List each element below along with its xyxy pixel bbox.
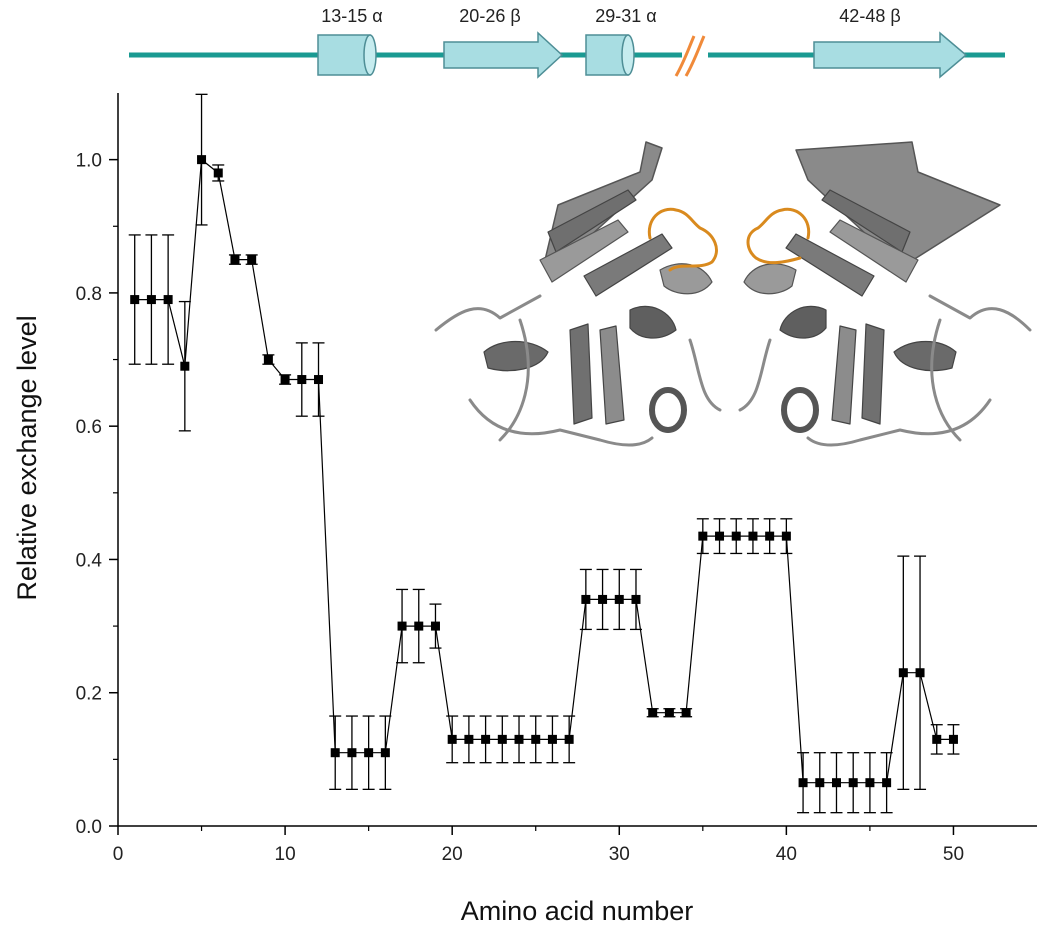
data-point: [882, 778, 892, 788]
x-tick-label: 20: [442, 844, 463, 865]
data-point: [815, 778, 825, 788]
data-point: [380, 748, 390, 758]
data-point: [330, 748, 340, 758]
data-point: [230, 255, 240, 265]
series-layer: [128, 93, 960, 814]
protein-structure-inset: [434, 141, 1032, 447]
data-point: [414, 621, 424, 631]
data-point: [748, 531, 758, 541]
x-tick-label: 50: [943, 844, 964, 865]
y-axis-title: Relative exchange level: [12, 315, 42, 600]
data-point: [664, 708, 674, 718]
data-point: [180, 361, 190, 371]
data-point: [948, 734, 958, 744]
strand-20-26: [443, 31, 564, 79]
data-point: [247, 255, 257, 265]
data-point: [481, 734, 491, 744]
data-point: [497, 734, 507, 744]
x-tick-label: 0: [113, 844, 124, 865]
helix-13-15: [317, 34, 377, 76]
break-mark: [674, 35, 708, 77]
data-point: [297, 375, 307, 385]
data-point: [865, 778, 875, 788]
y-axis-ticks: 0.0 0.2 0.4 0.6 0.8 1.0: [76, 151, 118, 838]
data-point: [765, 531, 775, 541]
x-tick-label: 10: [275, 844, 296, 865]
data-point: [447, 734, 457, 744]
data-point: [397, 621, 407, 631]
data-point: [831, 778, 841, 788]
data-point: [598, 594, 608, 604]
data-point: [163, 295, 173, 305]
data-point: [146, 295, 156, 305]
data-point: [731, 531, 741, 541]
data-point: [698, 531, 708, 541]
protein-monomer-left: [434, 141, 722, 447]
data-point: [781, 531, 791, 541]
ss-label-4: 42-48 β: [839, 6, 900, 26]
helix-29-31: [585, 34, 635, 76]
data-point: [213, 168, 223, 178]
y-tick-label: 0.0: [76, 817, 102, 838]
y-tick-label: 0.8: [76, 284, 102, 305]
data-point: [648, 708, 658, 718]
data-point: [631, 594, 641, 604]
ss-label-2: 20-26 β: [459, 6, 520, 26]
y-tick-label: 0.2: [76, 684, 102, 705]
data-point: [681, 708, 691, 718]
data-point: [547, 734, 557, 744]
x-tick-label: 40: [776, 844, 797, 865]
data-point: [280, 375, 290, 385]
ss-label-1: 13-15 α: [321, 6, 382, 26]
axes: 0 10 20 30 40 50 0.0 0.2 0.4 0.6 0.8 1.0: [76, 93, 1037, 865]
data-point: [130, 295, 140, 305]
data-point: [564, 734, 574, 744]
data-point: [464, 734, 474, 744]
data-point: [614, 594, 624, 604]
secondary-structure-track: 13-15 α 20-26 β 29-31 α 42-48 β: [129, 6, 1005, 79]
strand-42-48: [813, 31, 968, 79]
x-axis-title: Amino acid number: [461, 896, 694, 926]
x-tick-label: 30: [609, 844, 630, 865]
data-point: [364, 748, 374, 758]
data-point: [915, 668, 925, 678]
data-point: [263, 355, 273, 365]
y-tick-label: 1.0: [76, 151, 102, 172]
y-tick-label: 0.4: [76, 550, 103, 571]
data-point: [314, 375, 324, 385]
data-point: [898, 668, 908, 678]
data-point: [531, 734, 541, 744]
protein-monomer-right: [738, 141, 1032, 447]
data-point: [798, 778, 808, 788]
data-point: [715, 531, 725, 541]
ss-label-3: 29-31 α: [595, 6, 656, 26]
data-point: [347, 748, 357, 758]
data-point: [430, 621, 440, 631]
data-point: [932, 734, 942, 744]
data-point: [514, 734, 524, 744]
x-axis-ticks: 0 10 20 30 40 50: [113, 826, 964, 865]
data-point: [581, 594, 591, 604]
data-point: [197, 155, 207, 165]
y-tick-label: 0.6: [76, 417, 102, 438]
data-point: [848, 778, 858, 788]
